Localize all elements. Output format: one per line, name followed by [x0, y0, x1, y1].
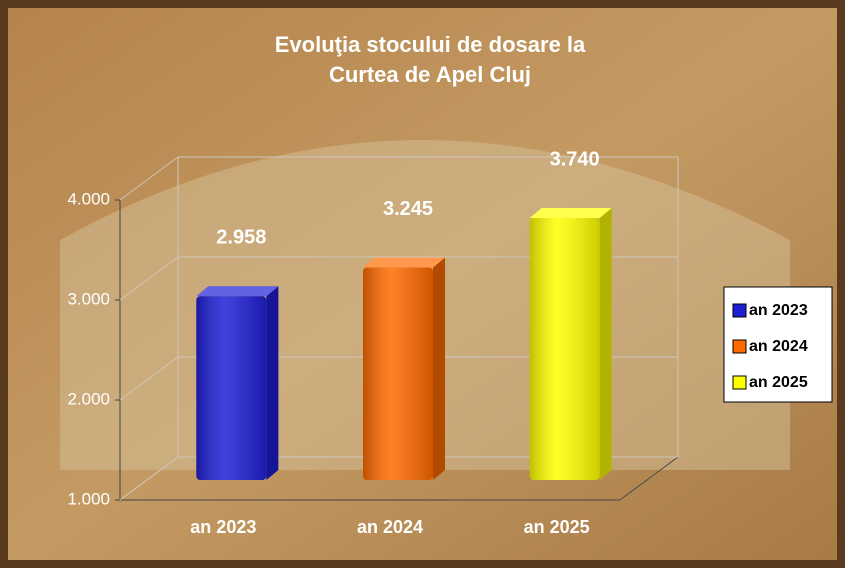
x-axis [619, 456, 679, 501]
chart-title: Curtea de Apel Cluj [329, 62, 531, 87]
bar-shine [529, 218, 600, 480]
bar-top-shine [196, 286, 279, 297]
legend-swatch [732, 303, 747, 318]
bar-shine [196, 296, 267, 480]
bar-side [266, 286, 279, 480]
y-tick-label: 1.000 [67, 489, 110, 508]
legend-label: an 2023 [749, 302, 808, 319]
bar-top [363, 257, 445, 268]
value-label: 2.958 [216, 226, 266, 248]
legend-swatch [732, 375, 747, 390]
bar-top [529, 208, 612, 218]
x-tick-label: an 2025 [524, 517, 590, 537]
bar-side [433, 257, 445, 480]
x-tick-label: an 2024 [357, 517, 423, 537]
bar-top-shine [529, 208, 612, 218]
value-label: 3.740 [550, 148, 600, 170]
y-tick-label: 2.000 [67, 389, 110, 408]
bar-side-shade [599, 208, 612, 480]
value-label: 3.245 [383, 198, 433, 220]
grid-line [119, 156, 179, 201]
bar-top [196, 286, 279, 297]
legend-swatch [732, 339, 747, 354]
bar-shine [363, 267, 433, 480]
bar-top-shine [363, 257, 445, 268]
bar-side [599, 208, 612, 480]
grid-line [119, 256, 179, 301]
grid-line [119, 456, 179, 501]
chart-title: Evoluţia stocului de dosare la [275, 32, 586, 57]
x-tick-label: an 2023 [190, 517, 256, 537]
legend-label: an 2025 [749, 374, 808, 391]
y-tick-label: 3.000 [67, 289, 110, 308]
legend-label: an 2024 [749, 338, 808, 355]
bar-side-shade [433, 257, 445, 480]
bar-side-shade [266, 286, 279, 480]
y-tick-label: 4.000 [67, 189, 110, 208]
grid-line [119, 356, 179, 401]
